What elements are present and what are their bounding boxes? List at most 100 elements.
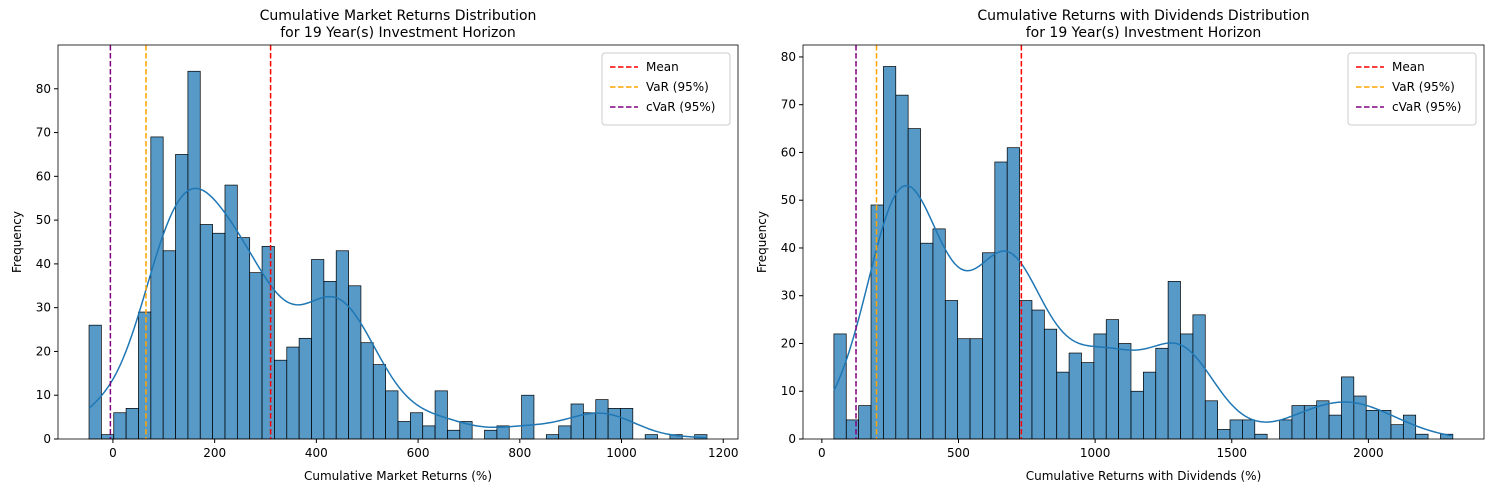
legend-label: cVaR (95%): [1392, 100, 1461, 114]
bar: [1402, 414, 1417, 440]
bar: [101, 434, 115, 440]
plot-frame: [802, 44, 1485, 440]
chart-title: Cumulative Market Returns Distribution fo…: [260, 8, 537, 41]
chart-title: Cumulative Returns with Dividends Distri…: [977, 8, 1309, 41]
bar: [883, 66, 897, 440]
y-tick-label: 30: [36, 301, 51, 315]
bar: [558, 425, 572, 440]
bar: [994, 161, 1008, 440]
bar: [323, 281, 337, 440]
x-tick-label: 1200: [708, 446, 739, 460]
y-tick-label: 80: [36, 82, 51, 96]
bar: [162, 250, 176, 440]
bar: [385, 390, 399, 440]
bar: [410, 412, 424, 440]
bar: [957, 338, 971, 440]
bar: [1167, 281, 1181, 440]
y-tick-label: 60: [36, 169, 51, 183]
x-tick-label: 2000: [1353, 446, 1384, 460]
bar: [1118, 343, 1132, 440]
legend-label: Mean: [646, 60, 679, 74]
bar: [274, 359, 288, 440]
legend-label: VaR (95%): [1392, 80, 1455, 94]
bar: [125, 408, 139, 440]
bar: [1056, 371, 1070, 440]
y-tick-label: 10: [36, 388, 51, 402]
bar: [1242, 419, 1256, 440]
y-tick-label: 80: [781, 50, 796, 64]
bar: [1341, 376, 1355, 440]
bar: [1365, 409, 1379, 440]
bar: [138, 311, 152, 440]
bar: [595, 399, 609, 440]
bar: [360, 342, 374, 440]
bar: [521, 394, 535, 440]
legend-label: cVaR (95%): [646, 100, 715, 114]
bar: [1254, 433, 1268, 440]
y-tick-label: 60: [781, 145, 796, 159]
bar: [1081, 362, 1095, 440]
chart: Cumulative Market Returns Distribution fo…: [10, 8, 739, 483]
bar: [620, 408, 634, 440]
y-axis-label: Frequency: [755, 211, 769, 273]
y-tick-label: 30: [781, 289, 796, 303]
bar: [298, 337, 312, 440]
bar: [644, 434, 658, 440]
bar: [1192, 314, 1206, 440]
kde-line: [88, 187, 708, 439]
y-axis-label: Frequency: [10, 211, 24, 273]
bar: [1291, 405, 1305, 440]
bar: [372, 364, 386, 440]
y-tick-label: 70: [36, 126, 51, 140]
y-tick-label: 50: [36, 213, 51, 227]
x-axis-label: Cumulative Market Returns (%): [304, 469, 492, 483]
bar: [1105, 319, 1119, 440]
bar: [1143, 371, 1157, 440]
y-tick-label: 50: [781, 193, 796, 207]
bar: [286, 346, 300, 440]
y-tick-label: 40: [781, 241, 796, 255]
bar: [858, 405, 872, 440]
bar: [1390, 424, 1404, 440]
bar: [583, 412, 597, 440]
x-tick-label: 0: [818, 446, 826, 460]
bar: [969, 338, 983, 440]
bar: [113, 412, 127, 440]
bar: [1155, 347, 1169, 440]
bar: [932, 228, 946, 440]
bar: [88, 324, 102, 440]
bar: [1415, 433, 1429, 440]
bar: [1180, 333, 1194, 440]
y-tick-label: 20: [781, 336, 796, 350]
bar: [212, 232, 226, 440]
bar: [1229, 419, 1243, 440]
y-tick-label: 0: [788, 432, 796, 446]
bar: [1328, 414, 1342, 440]
y-tick-label: 70: [781, 98, 796, 112]
legend-label: VaR (95%): [646, 80, 709, 94]
bar: [1006, 147, 1020, 440]
y-tick-label: 0: [43, 432, 51, 446]
bar: [150, 136, 164, 440]
bar: [397, 421, 411, 440]
bar: [311, 259, 325, 440]
bar: [545, 434, 560, 440]
x-tick-label: 400: [305, 446, 328, 460]
x-axis-label: Cumulative Returns with Dividends (%): [1026, 469, 1262, 483]
bar: [1204, 400, 1218, 440]
legend-label: Mean: [1392, 60, 1425, 74]
x-tick-label: 200: [203, 446, 226, 460]
kde-line: [833, 184, 1453, 437]
bar: [1217, 429, 1231, 440]
bar: [895, 94, 909, 440]
bar: [944, 300, 959, 440]
bar: [1068, 352, 1082, 440]
bar: [249, 272, 263, 440]
chart: Cumulative Returns with Dividends Distri…: [755, 8, 1485, 483]
bar: [199, 224, 213, 440]
bar: [845, 419, 859, 440]
x-tick-label: 600: [407, 446, 430, 460]
bar: [1031, 309, 1045, 440]
x-tick-label: 1500: [1216, 446, 1247, 460]
